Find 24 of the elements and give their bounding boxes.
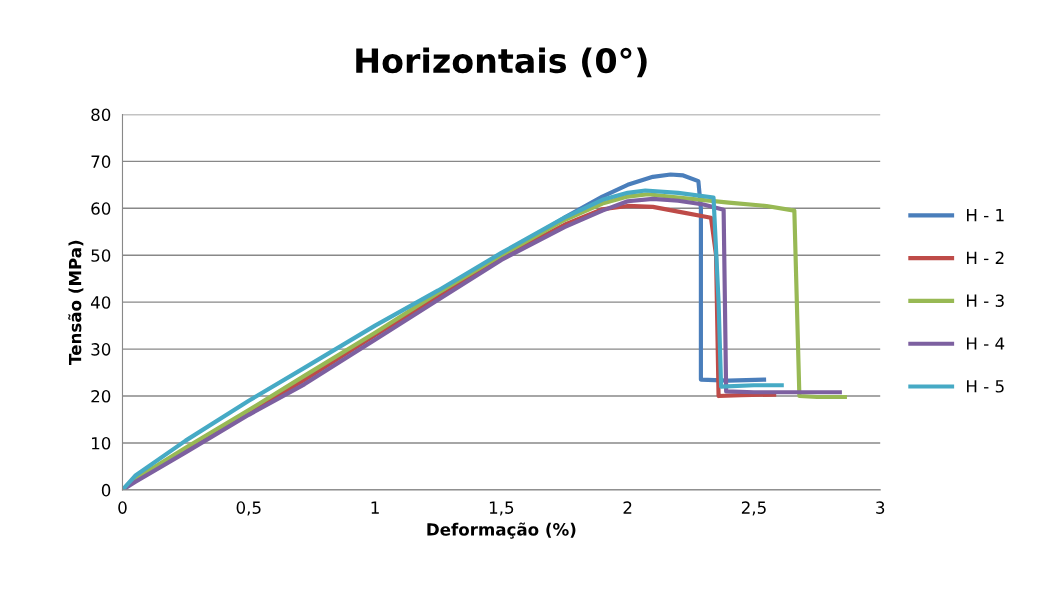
y-tick-label: 70 bbox=[91, 155, 111, 168]
x-tick-label: 2 bbox=[623, 501, 632, 514]
y-tick-label: 0 bbox=[101, 483, 111, 497]
y-axis-title: Tensão (MPa) bbox=[68, 240, 84, 365]
legend-label: H - 2 bbox=[967, 251, 1004, 264]
legend-label: H - 1 bbox=[967, 209, 1004, 222]
x-axis-title: Deformação (%) bbox=[427, 522, 576, 539]
x-tick-label: 0,5 bbox=[236, 501, 261, 516]
chart-title: Horizontais (0°) bbox=[356, 47, 647, 78]
y-tick-label: 40 bbox=[90, 296, 111, 309]
y-tick-label: 80 bbox=[91, 108, 111, 121]
y-tick-label: 10 bbox=[92, 436, 111, 450]
y-tick-label: 50 bbox=[91, 249, 111, 262]
x-tick-label: 3 bbox=[876, 501, 885, 514]
legend-label: H - 5 bbox=[967, 380, 1004, 393]
y-tick-label: 30 bbox=[91, 343, 111, 356]
x-tick-label: 1 bbox=[371, 501, 379, 514]
x-tick-label: 0 bbox=[118, 501, 127, 514]
legend-label: H - 3 bbox=[967, 294, 1004, 308]
y-tick-label: 60 bbox=[91, 202, 111, 215]
legend-label: H - 4 bbox=[967, 337, 1005, 350]
x-tick-label: 2,5 bbox=[741, 501, 766, 516]
y-tick-label: 20 bbox=[91, 390, 111, 403]
x-tick-label: 1,5 bbox=[489, 501, 514, 516]
